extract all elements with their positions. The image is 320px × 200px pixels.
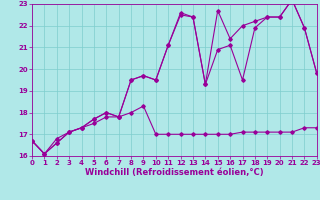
X-axis label: Windchill (Refroidissement éolien,°C): Windchill (Refroidissement éolien,°C) (85, 168, 264, 177)
